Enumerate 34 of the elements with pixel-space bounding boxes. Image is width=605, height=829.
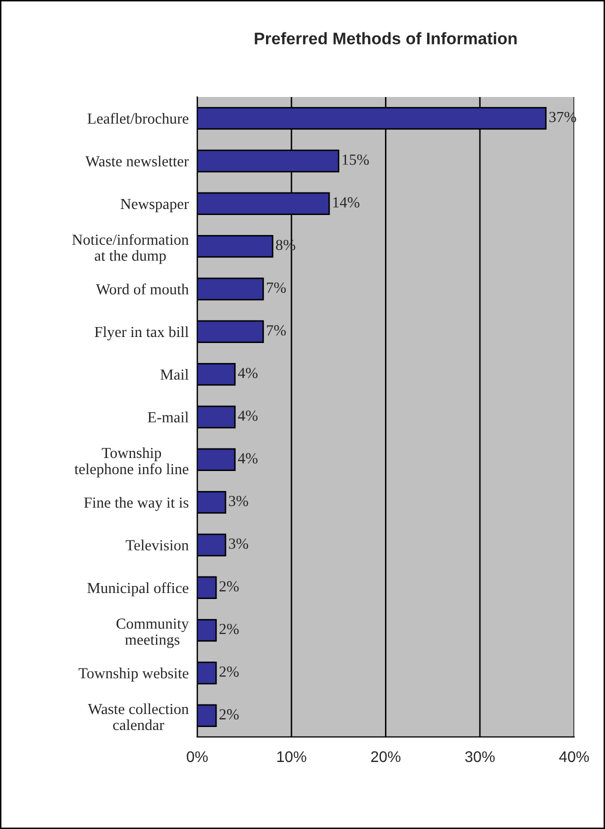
data-label: 3% xyxy=(229,496,248,506)
y-tick-label: Flyer in tax bill xyxy=(94,326,189,340)
y-tick-label: Television xyxy=(126,540,189,550)
data-label: 2% xyxy=(220,624,239,634)
y-tick-label: Community meetings xyxy=(116,618,189,648)
data-label: 4% xyxy=(238,410,258,421)
x-tick-label: 30% xyxy=(465,751,495,762)
y-tick-label: Township website xyxy=(78,668,188,682)
y-tick-label: Mail xyxy=(160,369,189,380)
x-tick-label: 10% xyxy=(277,751,306,762)
data-label: 14% xyxy=(333,197,360,208)
data-label: 2% xyxy=(220,581,239,592)
chart-title: Preferred Methods of Information xyxy=(254,32,517,44)
x-tick-label: 20% xyxy=(371,751,400,762)
data-label: 7% xyxy=(266,325,286,336)
x-tick-label: 40% xyxy=(559,751,589,762)
y-tick-label: Township telephone info line xyxy=(74,447,188,478)
y-tick-label: Waste collection calendar xyxy=(88,703,189,730)
y-tick-label: E-mail xyxy=(148,412,189,422)
x-tick-label: 0% xyxy=(186,751,208,762)
y-tick-label: Municipal office xyxy=(87,582,188,596)
data-label: 3% xyxy=(229,538,248,549)
data-label: 2% xyxy=(220,709,239,720)
data-label: 4% xyxy=(238,453,258,464)
data-label: 2% xyxy=(220,666,239,677)
y-tick-label: Word of mouth xyxy=(96,284,189,295)
y-tick-label: Fine the way it is xyxy=(84,497,188,511)
y-tick-label: Waste newsletter xyxy=(85,156,189,167)
y-tick-label: Newspaper xyxy=(120,198,189,212)
data-label: 4% xyxy=(238,368,258,378)
data-label: 15% xyxy=(342,154,369,165)
data-label: 7% xyxy=(266,282,286,293)
y-tick-label: Leaflet/brochure xyxy=(88,112,188,124)
y-tick-label: Notice/information at the dump xyxy=(72,234,189,264)
